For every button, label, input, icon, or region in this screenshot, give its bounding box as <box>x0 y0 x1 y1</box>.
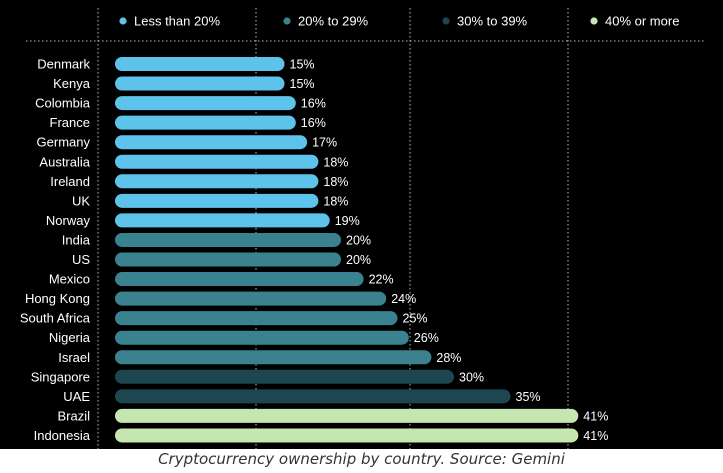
legend: Less than 20% 20% to 29% 30% to 39% 40% or … <box>119 14 679 29</box>
bar <box>115 252 341 267</box>
value-label: 16% <box>301 116 326 130</box>
category-label: Israel <box>58 350 90 365</box>
category-label: Singapore <box>31 369 90 384</box>
bar <box>115 389 511 404</box>
category-label: UAE <box>63 389 90 404</box>
bar <box>115 272 364 287</box>
value-label: 26% <box>414 331 439 345</box>
value-label: 22% <box>369 273 394 287</box>
bar <box>115 408 579 423</box>
category-labels: Denmark Kenya Colombia France Germany Austral… <box>20 57 91 443</box>
category-label: Kenya <box>53 76 91 91</box>
bar <box>115 57 285 71</box>
value-label: 35% <box>516 390 541 404</box>
legend-label: Less than 20% <box>134 14 220 29</box>
bar <box>115 213 330 228</box>
legend-marker <box>119 17 127 25</box>
value-label: 18% <box>323 175 348 189</box>
category-label: Norway <box>46 213 91 228</box>
chart-caption: Cryptocurrency ownership by country. Sou… <box>158 450 565 468</box>
value-label: 41% <box>583 429 608 443</box>
bar <box>115 369 454 384</box>
bar <box>115 350 432 365</box>
value-label: 15% <box>290 77 315 91</box>
bar <box>115 428 579 443</box>
bar <box>115 115 296 130</box>
category-label: Hong Kong <box>25 291 90 306</box>
value-label: 25% <box>403 312 428 326</box>
category-label: Indonesia <box>34 428 91 443</box>
value-label: 17% <box>312 136 337 150</box>
bars <box>115 57 579 443</box>
legend-label: 40% or more <box>605 14 679 29</box>
bar <box>115 135 308 150</box>
value-label: 24% <box>391 292 416 306</box>
legend-label: 30% to 39% <box>457 14 528 29</box>
value-label: 30% <box>459 370 484 384</box>
legend-marker <box>283 17 291 25</box>
value-label: 41% <box>583 409 608 423</box>
category-label: US <box>72 252 90 267</box>
value-label: 15% <box>290 58 315 72</box>
bar <box>115 174 319 189</box>
bar <box>115 330 409 345</box>
bar <box>115 154 319 169</box>
category-label: UK <box>72 193 90 208</box>
category-label: Ireland <box>50 174 90 189</box>
value-label: 28% <box>436 351 461 365</box>
bar <box>115 291 387 306</box>
value-label: 20% <box>346 253 371 267</box>
category-label: Germany <box>37 135 91 150</box>
category-label: Mexico <box>49 272 90 287</box>
bar <box>115 232 341 247</box>
category-label: India <box>62 232 91 247</box>
bar <box>115 76 285 91</box>
value-label: 19% <box>335 214 360 228</box>
category-label: Australia <box>39 154 90 169</box>
bar <box>115 193 319 208</box>
value-label: 18% <box>323 194 348 208</box>
category-label: Nigeria <box>49 330 91 345</box>
bar <box>115 96 296 111</box>
category-label: South Africa <box>20 311 91 326</box>
value-label: 16% <box>301 97 326 111</box>
category-label: France <box>50 115 90 130</box>
legend-label: 20% to 29% <box>298 14 369 29</box>
bar <box>115 311 398 326</box>
legend-marker <box>442 17 450 25</box>
category-label: Colombia <box>35 96 91 111</box>
category-label: Denmark <box>37 57 90 72</box>
value-label: 20% <box>346 233 371 247</box>
category-label: Brazil <box>57 408 90 423</box>
value-labels: 15% 15% 16% 16% 17% 18% 18% 18% 19% 20% 20% 22% 24% 2… <box>290 58 609 443</box>
chart-panel: Less than 20% 20% to 29% 30% to 39% 40% or … <box>0 0 723 449</box>
legend-marker <box>590 17 598 25</box>
value-label: 18% <box>323 155 348 169</box>
bar-chart: Less than 20% 20% to 29% 30% to 39% 40% or … <box>20 8 705 449</box>
